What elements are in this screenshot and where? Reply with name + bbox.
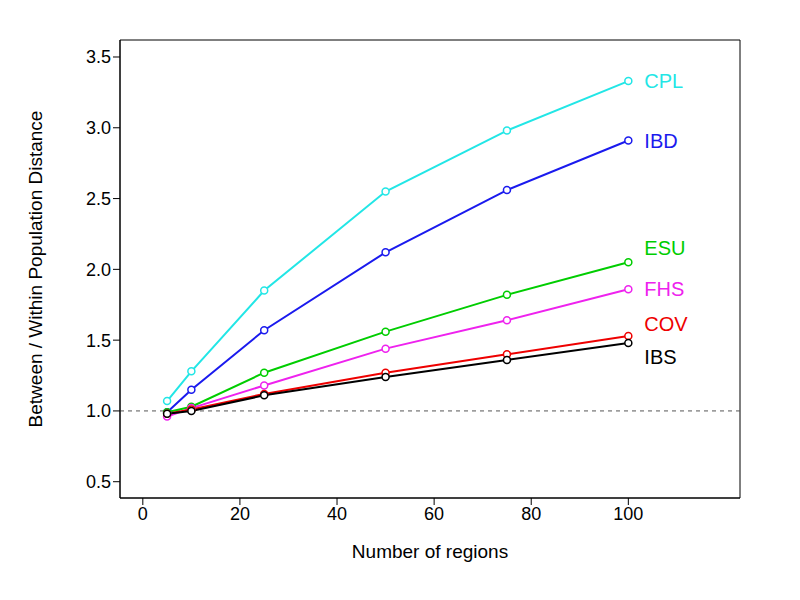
svg-text:COV: COV: [644, 313, 688, 335]
svg-text:Between / Within Population Di: Between / Within Population Distance: [25, 111, 46, 428]
svg-text:FHS: FHS: [644, 278, 684, 300]
svg-text:80: 80: [521, 504, 541, 524]
svg-text:2.5: 2.5: [86, 189, 111, 209]
svg-text:40: 40: [327, 504, 347, 524]
svg-text:3.0: 3.0: [86, 118, 111, 138]
svg-text:100: 100: [613, 504, 643, 524]
svg-text:ESU: ESU: [644, 237, 685, 259]
svg-text:0: 0: [138, 504, 148, 524]
svg-text:Number of regions: Number of regions: [352, 541, 508, 562]
svg-text:1.5: 1.5: [86, 331, 111, 351]
svg-text:CPL: CPL: [644, 70, 683, 92]
svg-text:0.5: 0.5: [86, 472, 111, 492]
svg-text:IBS: IBS: [644, 346, 676, 368]
svg-text:2.0: 2.0: [86, 260, 111, 280]
svg-text:3.5: 3.5: [86, 47, 111, 67]
svg-text:1.0: 1.0: [86, 401, 111, 421]
svg-text:IBD: IBD: [644, 130, 677, 152]
svg-text:60: 60: [424, 504, 444, 524]
svg-text:20: 20: [230, 504, 250, 524]
